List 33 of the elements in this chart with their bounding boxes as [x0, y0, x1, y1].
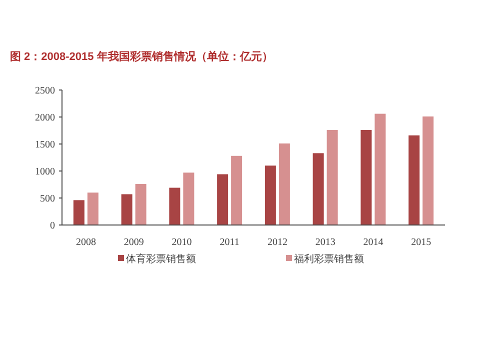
x-tick-label: 2013	[315, 237, 336, 248]
bar	[231, 156, 242, 225]
legend-label: 体育彩票销售额	[126, 253, 196, 265]
bar	[121, 194, 132, 225]
x-tick-label: 2011	[220, 237, 240, 248]
x-tick-label: 2009	[124, 237, 144, 248]
bar	[360, 130, 372, 225]
y-tick-label: 1000	[35, 166, 55, 178]
bar	[217, 174, 228, 225]
y-tick-label: 0	[50, 220, 55, 232]
bar	[312, 153, 324, 225]
y-tick-label: 500	[40, 194, 55, 204]
bar	[422, 116, 434, 225]
bar	[87, 192, 98, 225]
bar	[408, 135, 420, 225]
y-tick-label: 2000	[35, 112, 55, 124]
legend-label: 福利彩票销售额	[294, 253, 364, 265]
bar	[374, 114, 386, 225]
bar	[278, 143, 290, 225]
bar	[183, 172, 194, 225]
y-tick-label: 1500	[35, 140, 55, 150]
x-tick-label: 2010	[172, 237, 192, 248]
bar	[73, 200, 84, 225]
x-tick-label: 2012	[267, 237, 288, 248]
bar	[169, 188, 180, 225]
bar	[135, 184, 146, 225]
y-tick-label: 2500	[35, 86, 55, 96]
chart-title: 图 2：2008-2015 年我国彩票销售情况（单位：亿元）	[10, 50, 273, 63]
bar	[326, 130, 338, 225]
x-tick-label: 2008	[76, 237, 96, 248]
x-tick-label: 2015	[411, 237, 432, 248]
x-tick-label: 2014	[363, 237, 384, 248]
bar	[264, 166, 276, 225]
